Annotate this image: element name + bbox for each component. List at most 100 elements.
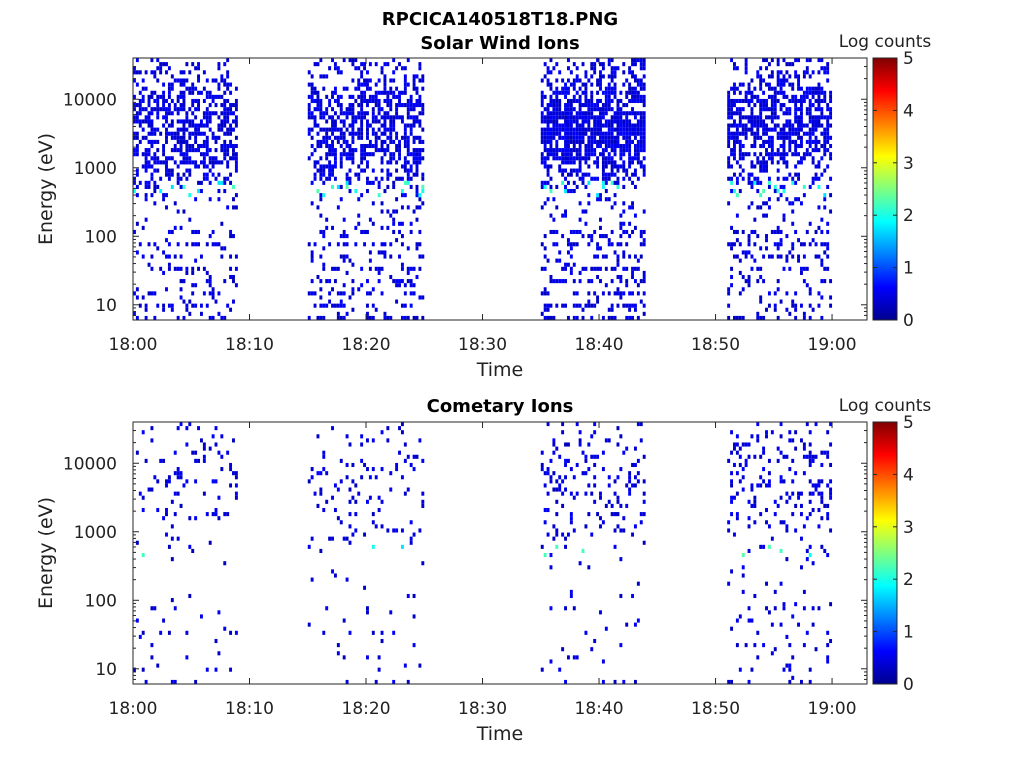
heatmap-cell bbox=[205, 242, 209, 247]
heatmap-cell bbox=[797, 115, 801, 120]
heatmap-cell bbox=[744, 115, 748, 120]
heatmap-cell bbox=[622, 143, 626, 149]
heatmap-cell bbox=[590, 127, 594, 132]
heatmap-cell bbox=[159, 131, 163, 136]
heatmap-cell bbox=[738, 152, 742, 157]
heatmap-cell bbox=[135, 221, 139, 226]
heatmap-cell bbox=[179, 225, 183, 230]
heatmap-cell bbox=[214, 139, 218, 144]
heatmap-cell bbox=[374, 307, 378, 312]
heatmap-cell bbox=[336, 135, 340, 140]
heatmap-cell bbox=[188, 593, 192, 599]
heatmap-cell bbox=[150, 156, 154, 161]
heatmap-cell bbox=[310, 94, 314, 99]
heatmap-cell bbox=[791, 86, 795, 91]
heatmap-cell bbox=[601, 90, 605, 95]
heatmap-cell bbox=[150, 70, 154, 75]
heatmap-cell bbox=[403, 74, 407, 79]
heatmap-cell bbox=[631, 90, 634, 95]
heatmap-cell bbox=[374, 475, 378, 480]
heatmap-cell bbox=[185, 78, 189, 83]
heatmap-cell bbox=[400, 189, 404, 194]
heatmap-cell bbox=[377, 119, 381, 124]
heatmap-cell bbox=[167, 90, 171, 95]
heatmap-cell bbox=[590, 148, 594, 153]
heatmap-cell bbox=[555, 205, 559, 210]
heatmap-cell bbox=[607, 307, 611, 312]
heatmap-cell bbox=[339, 152, 343, 157]
heatmap-cell bbox=[776, 225, 780, 230]
heatmap-cell bbox=[138, 119, 142, 124]
heatmap-cell bbox=[165, 483, 168, 488]
heatmap-cell bbox=[395, 467, 399, 472]
heatmap-cell bbox=[797, 123, 801, 128]
heatmap-cell bbox=[173, 512, 177, 517]
heatmap-cell bbox=[814, 123, 818, 128]
heatmap-cell bbox=[800, 135, 803, 140]
heatmap-cell bbox=[138, 139, 142, 144]
heatmap-cell bbox=[639, 520, 643, 525]
heatmap-cell bbox=[767, 82, 771, 87]
heatmap-cell bbox=[805, 94, 809, 99]
heatmap-cell bbox=[153, 475, 157, 480]
heatmap-cell bbox=[779, 143, 783, 149]
heatmap-cell bbox=[546, 135, 550, 140]
heatmap-cell bbox=[147, 115, 151, 120]
heatmap-cell bbox=[167, 107, 171, 112]
heatmap-cell bbox=[336, 315, 340, 320]
heatmap-cell bbox=[601, 467, 605, 472]
heatmap-cell bbox=[604, 254, 608, 259]
heatmap-cell bbox=[549, 94, 553, 99]
heatmap-cell bbox=[322, 315, 326, 320]
heatmap-cell bbox=[575, 462, 579, 468]
heatmap-cell bbox=[762, 156, 766, 161]
heatmap-cell bbox=[371, 287, 375, 292]
heatmap-cell bbox=[558, 127, 562, 132]
heatmap-cell bbox=[339, 254, 343, 259]
heatmap-cell bbox=[409, 94, 413, 99]
heatmap-cell bbox=[747, 180, 751, 185]
heatmap-cell bbox=[147, 139, 151, 144]
heatmap-cell bbox=[371, 438, 375, 443]
heatmap-cell bbox=[229, 462, 233, 468]
heatmap-cell bbox=[322, 86, 326, 91]
heatmap-cell bbox=[153, 606, 157, 611]
heatmap-cell bbox=[604, 143, 608, 149]
heatmap-cell bbox=[566, 107, 570, 112]
heatmap-cell bbox=[785, 78, 789, 83]
panel-title: Solar Wind Ions bbox=[420, 33, 579, 54]
heatmap-cell bbox=[380, 266, 384, 271]
heatmap-cell bbox=[727, 528, 731, 533]
heatmap-cell bbox=[141, 107, 145, 112]
heatmap-cell bbox=[406, 103, 410, 108]
heatmap-cell bbox=[829, 156, 833, 161]
heatmap-cell bbox=[549, 553, 553, 558]
heatmap-cell bbox=[371, 94, 375, 99]
heatmap-cell bbox=[829, 422, 833, 427]
heatmap-cell bbox=[331, 287, 334, 292]
heatmap-cell bbox=[759, 512, 763, 517]
heatmap-cell bbox=[788, 111, 792, 116]
heatmap-cell bbox=[366, 78, 369, 83]
heatmap-cell bbox=[549, 565, 553, 570]
heatmap-cell bbox=[613, 291, 617, 296]
heatmap-cell bbox=[633, 168, 637, 173]
heatmap-cell bbox=[753, 86, 757, 91]
heatmap-cell bbox=[788, 62, 792, 67]
heatmap-cell bbox=[386, 209, 390, 214]
heatmap-cell bbox=[133, 115, 136, 120]
heatmap-cell bbox=[173, 103, 177, 108]
heatmap-cell bbox=[156, 66, 160, 71]
heatmap-cell bbox=[788, 438, 792, 443]
heatmap-cell bbox=[162, 270, 166, 275]
heatmap-cell bbox=[566, 152, 570, 157]
heatmap-cell bbox=[162, 94, 166, 99]
heatmap-cell bbox=[354, 172, 358, 177]
heatmap-cell bbox=[176, 148, 180, 153]
heatmap-cell bbox=[310, 115, 314, 120]
heatmap-cell bbox=[578, 94, 582, 99]
heatmap-cell bbox=[788, 119, 792, 124]
heatmap-cell bbox=[572, 94, 576, 99]
heatmap-cell bbox=[566, 250, 570, 255]
heatmap-cell bbox=[823, 450, 827, 455]
